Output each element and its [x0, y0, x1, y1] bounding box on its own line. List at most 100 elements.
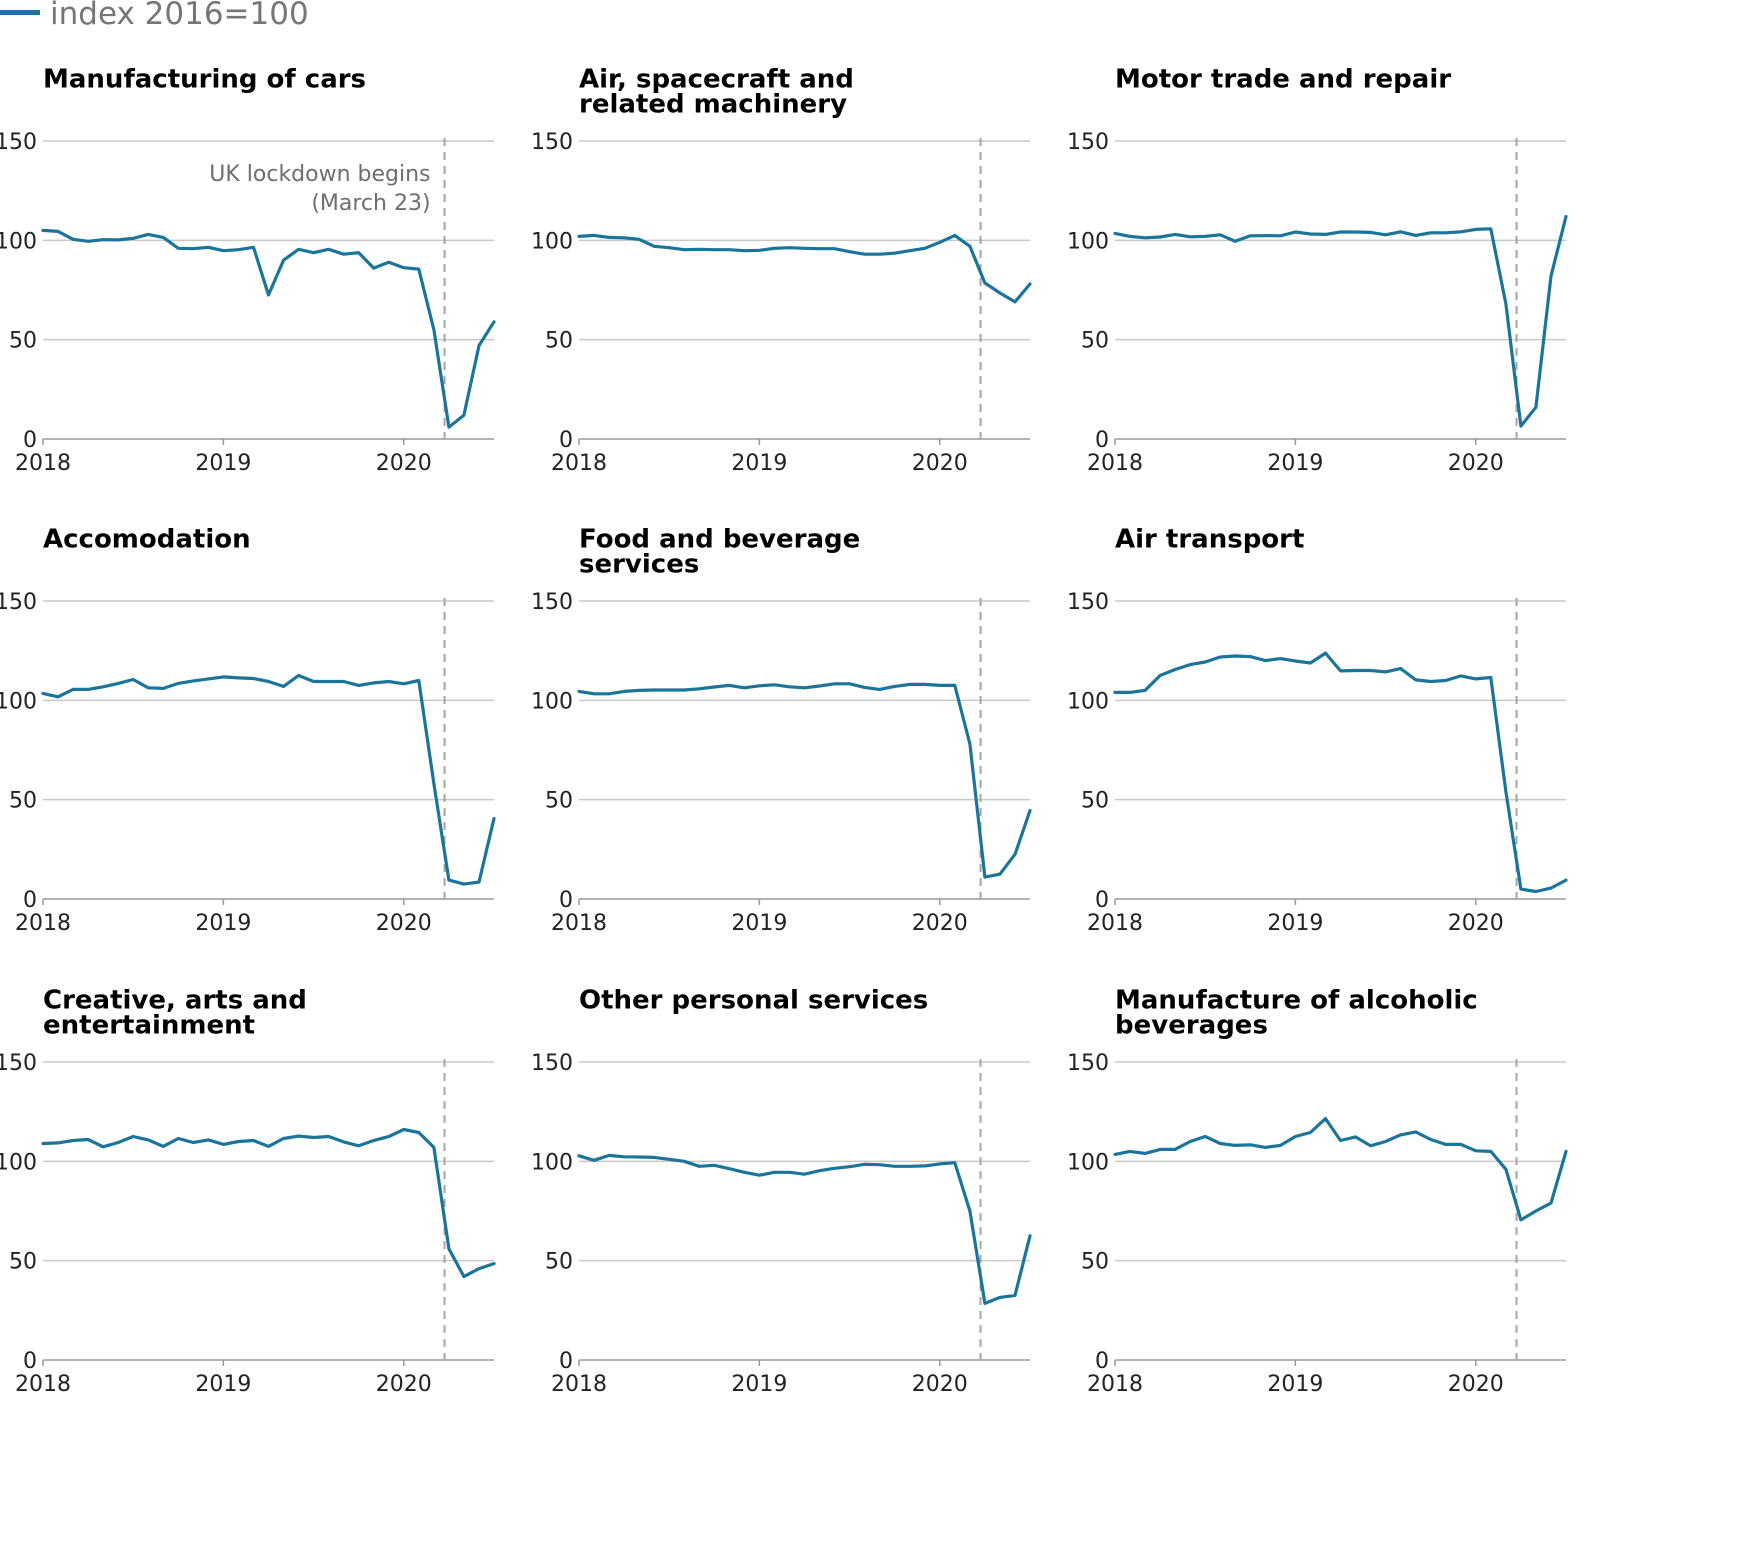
y-tick-label: 50	[9, 329, 37, 354]
x-tick-label: 2019	[195, 451, 251, 476]
y-tick-label: 0	[23, 1349, 37, 1374]
y-tick-label: 100	[1067, 1150, 1109, 1175]
chart-panel: Manufacturing of cars 0 50 100 150 2018 2019 20…	[0, 65, 496, 476]
y-tick-label: 50	[9, 789, 37, 814]
x-tick-label: 2019	[731, 911, 787, 936]
panel-title: Motor trade and repair	[1115, 65, 1451, 95]
panel-title: Other personal services	[579, 986, 928, 1016]
y-tick-label: 50	[1081, 1250, 1109, 1275]
y-tick-label: 0	[23, 428, 37, 453]
y-tick-label: 0	[559, 888, 573, 913]
y-tick-label: 0	[1095, 428, 1109, 453]
panel-title: Manufacture of alcoholic	[1115, 986, 1478, 1016]
x-tick-label: 2020	[912, 451, 968, 476]
series-line	[41, 673, 496, 886]
y-tick-label: 150	[0, 590, 37, 615]
chart-panel: Other personal services 0 50 100 150 2018 2019…	[531, 986, 1032, 1397]
panel-title: Food and beverage	[579, 525, 860, 555]
x-tick-label: 2019	[731, 1372, 787, 1397]
x-tick-label: 2019	[731, 451, 787, 476]
y-tick-label: 50	[545, 1250, 573, 1275]
series-line	[41, 1127, 496, 1279]
y-tick-label: 100	[531, 229, 573, 254]
x-tick-label: 2020	[376, 451, 432, 476]
y-tick-label: 150	[1067, 130, 1109, 155]
x-tick-label: 2019	[195, 911, 251, 936]
series-line	[1113, 1116, 1568, 1222]
x-tick-label: 2020	[1448, 1372, 1504, 1397]
y-tick-label: 100	[0, 689, 37, 714]
y-tick-label: 100	[1067, 689, 1109, 714]
y-tick-label: 100	[0, 229, 37, 254]
y-tick-label: 50	[9, 1250, 37, 1275]
y-tick-label: 150	[0, 130, 37, 155]
series-line	[577, 233, 1032, 304]
x-tick-label: 2019	[1267, 1372, 1323, 1397]
x-tick-label: 2018	[1087, 1372, 1143, 1397]
panel-title: Air, spacecraft and	[579, 65, 854, 95]
legend: index 2016=100	[0, 0, 309, 32]
legend-swatch	[0, 10, 40, 15]
x-tick-label: 2018	[15, 1372, 71, 1397]
y-tick-label: 0	[1095, 1349, 1109, 1374]
x-tick-label: 2020	[376, 1372, 432, 1397]
panel-title: entertainment	[43, 1011, 255, 1041]
lockdown-annotation: UK lockdown begins	[209, 162, 430, 187]
series-line	[1113, 214, 1568, 428]
panel-title: related machinery	[579, 90, 847, 120]
x-tick-label: 2020	[1448, 911, 1504, 936]
y-tick-label: 100	[1067, 229, 1109, 254]
x-tick-label: 2018	[551, 1372, 607, 1397]
y-tick-label: 150	[0, 1051, 37, 1076]
panel-title: Air transport	[1115, 525, 1304, 555]
y-tick-label: 0	[559, 1349, 573, 1374]
x-tick-label: 2019	[1267, 451, 1323, 476]
lockdown-annotation: (March 23)	[311, 191, 430, 216]
y-tick-label: 100	[531, 689, 573, 714]
chart-panel: Motor trade and repair 0 50 100 150 2018 2019 2…	[1067, 65, 1568, 476]
series-line	[577, 1153, 1032, 1306]
x-tick-label: 2020	[912, 1372, 968, 1397]
x-tick-label: 2018	[1087, 911, 1143, 936]
x-tick-label: 2020	[1448, 451, 1504, 476]
series-line	[41, 228, 496, 429]
y-tick-label: 150	[531, 130, 573, 155]
series-line	[1113, 651, 1568, 894]
y-tick-label: 150	[531, 1051, 573, 1076]
x-tick-label: 2019	[1267, 911, 1323, 936]
panel-title: Accomodation	[43, 525, 251, 555]
x-tick-label: 2020	[376, 911, 432, 936]
x-tick-label: 2020	[912, 911, 968, 936]
panel-title: beverages	[1115, 1011, 1268, 1041]
y-tick-label: 50	[545, 329, 573, 354]
y-tick-label: 0	[559, 428, 573, 453]
x-tick-label: 2018	[15, 911, 71, 936]
y-tick-label: 50	[545, 789, 573, 814]
x-tick-label: 2018	[1087, 451, 1143, 476]
x-tick-label: 2018	[551, 911, 607, 936]
panel-title: Manufacturing of cars	[43, 65, 366, 95]
y-tick-label: 50	[1081, 329, 1109, 354]
x-tick-label: 2018	[551, 451, 607, 476]
y-tick-label: 100	[531, 1150, 573, 1175]
chart-panel: Accomodation 0 50 100 150 2018 2019 2020	[0, 525, 496, 936]
y-tick-label: 0	[23, 888, 37, 913]
x-tick-label: 2018	[15, 451, 71, 476]
y-tick-label: 100	[0, 1150, 37, 1175]
x-tick-label: 2019	[195, 1372, 251, 1397]
y-tick-label: 150	[531, 590, 573, 615]
legend-label: index 2016=100	[50, 0, 309, 32]
y-tick-label: 50	[1081, 789, 1109, 814]
y-tick-label: 150	[1067, 590, 1109, 615]
panel-title: services	[579, 550, 699, 580]
y-tick-label: 150	[1067, 1051, 1109, 1076]
series-line	[577, 682, 1032, 879]
y-tick-label: 0	[1095, 888, 1109, 913]
chart-panel: Air transport 0 50 100 150 2018 2019 2020	[1067, 525, 1568, 936]
panel-title: Creative, arts and	[43, 986, 307, 1016]
